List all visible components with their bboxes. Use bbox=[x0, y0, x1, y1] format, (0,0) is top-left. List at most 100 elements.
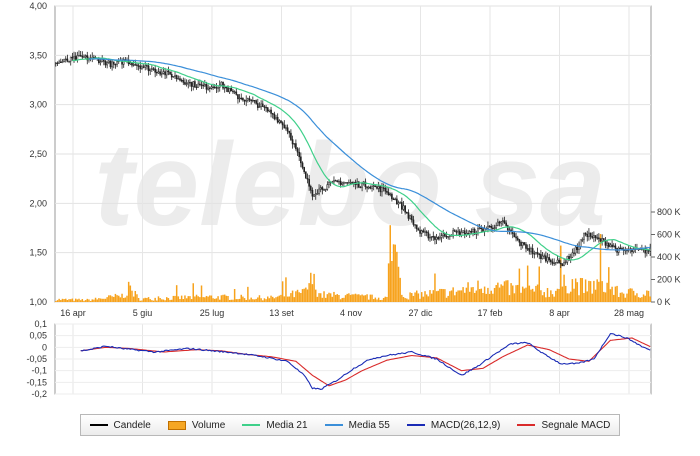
candle-body bbox=[134, 64, 137, 66]
volume-bar bbox=[409, 292, 411, 302]
volume-bar bbox=[152, 300, 155, 302]
volume-bar bbox=[420, 292, 423, 302]
volume-bar bbox=[482, 292, 484, 302]
volume-bar bbox=[528, 285, 531, 302]
volume-bar bbox=[576, 282, 579, 302]
candle-body bbox=[392, 198, 395, 200]
candle-body bbox=[101, 59, 104, 62]
volume-bar bbox=[631, 288, 633, 302]
candle-body bbox=[202, 84, 205, 87]
candle-body bbox=[71, 56, 74, 59]
candle-body bbox=[245, 100, 248, 102]
candle-body bbox=[586, 234, 589, 237]
volume-bar bbox=[498, 287, 501, 302]
volume-bar bbox=[230, 299, 233, 302]
volume-bar bbox=[351, 294, 353, 302]
candle-body bbox=[174, 75, 176, 77]
volume-bar bbox=[182, 299, 185, 302]
candle-body bbox=[290, 132, 292, 140]
candle-body bbox=[84, 55, 87, 58]
candle-body bbox=[278, 120, 281, 123]
candle-body bbox=[425, 231, 428, 233]
volume-bar bbox=[134, 290, 137, 302]
candle-body bbox=[207, 87, 209, 90]
candle-body bbox=[614, 245, 617, 249]
candle-body bbox=[346, 182, 349, 184]
volume-bar bbox=[478, 289, 481, 302]
volume-bar bbox=[192, 283, 194, 302]
volume-bar bbox=[460, 290, 463, 302]
volume-bar bbox=[591, 293, 593, 302]
candle-body bbox=[344, 182, 347, 184]
volume-bar bbox=[487, 287, 489, 302]
volume-bar bbox=[434, 273, 436, 302]
candle-body bbox=[182, 80, 185, 83]
candle-body bbox=[359, 186, 362, 189]
volume-bar bbox=[60, 300, 62, 302]
legend-swatch bbox=[324, 424, 343, 426]
candle-body bbox=[581, 239, 584, 241]
candle-body bbox=[435, 237, 438, 240]
candle-body bbox=[273, 113, 276, 120]
volume-bar bbox=[598, 281, 600, 302]
volume-bar bbox=[116, 295, 118, 302]
volume-bar bbox=[232, 299, 234, 302]
candle-body bbox=[296, 148, 299, 153]
volume-bar bbox=[510, 283, 512, 302]
volume-bar bbox=[632, 290, 635, 302]
candle-body bbox=[240, 97, 243, 100]
legend-swatch bbox=[517, 424, 536, 426]
candle-body bbox=[169, 71, 171, 75]
candle-body bbox=[631, 248, 633, 253]
candle-body bbox=[546, 257, 549, 262]
candle-body bbox=[536, 252, 539, 255]
volume-bar bbox=[195, 294, 198, 302]
candle-body bbox=[545, 255, 547, 262]
candle-body bbox=[374, 185, 377, 187]
volume-bar bbox=[568, 293, 570, 302]
candle-body bbox=[412, 219, 415, 225]
candle-body bbox=[137, 65, 140, 67]
candle-body bbox=[367, 186, 370, 189]
volume-bar bbox=[609, 289, 612, 302]
candle-body bbox=[190, 82, 193, 87]
volume-bar bbox=[235, 299, 238, 302]
candle-body bbox=[144, 65, 147, 68]
candle-body bbox=[151, 68, 153, 70]
candle-body bbox=[56, 62, 59, 64]
legend-swatch bbox=[89, 424, 108, 426]
candle-body bbox=[328, 182, 330, 185]
volume-bar bbox=[497, 282, 499, 302]
candle-body bbox=[391, 193, 393, 200]
volume-bar bbox=[308, 283, 310, 302]
volume-bar bbox=[634, 295, 637, 302]
candle-body bbox=[235, 91, 238, 95]
volume-bar bbox=[88, 299, 90, 302]
legend-label: MACD(26,12,9) bbox=[430, 419, 501, 431]
volume-bar bbox=[94, 297, 97, 302]
volume-bar bbox=[205, 295, 208, 302]
volume-bar bbox=[412, 295, 415, 302]
candle-body bbox=[432, 236, 435, 238]
volume-bar bbox=[492, 293, 494, 302]
candle-body bbox=[232, 90, 234, 93]
candle-body bbox=[210, 86, 213, 89]
volume-bar bbox=[262, 300, 264, 302]
volume-bar bbox=[189, 296, 191, 302]
candle-body bbox=[574, 246, 577, 254]
volume-bar bbox=[647, 290, 650, 302]
volume-bar bbox=[367, 299, 370, 302]
candle-body bbox=[404, 205, 406, 213]
candle-body bbox=[571, 252, 574, 258]
volume-bar bbox=[124, 297, 127, 302]
candle-body bbox=[540, 254, 542, 260]
candle-body bbox=[417, 228, 420, 231]
legend-item: Candele bbox=[89, 420, 151, 431]
candle-body bbox=[503, 220, 506, 224]
volume-bar bbox=[207, 296, 209, 302]
candle-body bbox=[599, 238, 602, 242]
volume-bar bbox=[142, 298, 145, 302]
volume-bar bbox=[571, 279, 574, 302]
volume-bar bbox=[199, 297, 201, 302]
volume-bar bbox=[485, 293, 488, 302]
